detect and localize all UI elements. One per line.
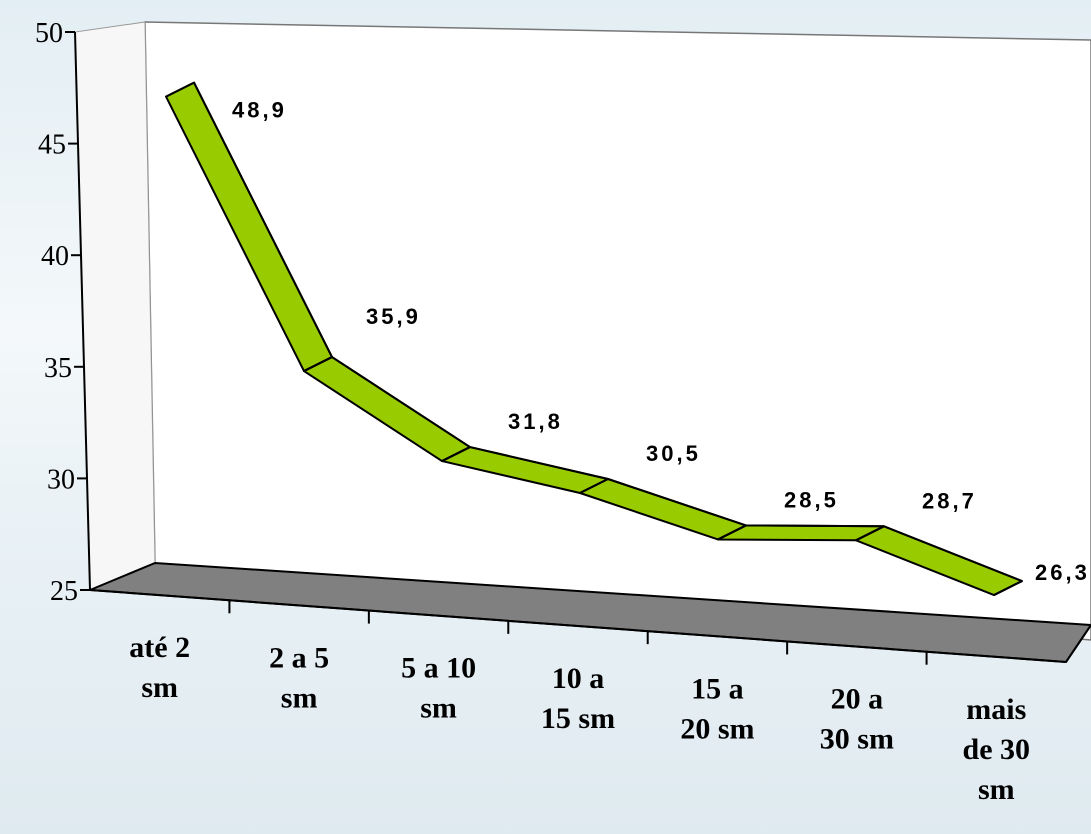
x-category-label: 5 a 10 xyxy=(401,652,476,685)
x-category-label: 10 a xyxy=(552,662,605,695)
series-point xyxy=(855,525,885,542)
x-category-label: mais xyxy=(966,693,1026,726)
x-category-label: sm xyxy=(141,671,178,704)
series-point xyxy=(717,524,747,541)
data-label: 35,9 xyxy=(366,304,421,329)
x-axis-line xyxy=(89,589,1067,663)
data-label: 31,8 xyxy=(508,409,563,434)
y-tick-label: 50 xyxy=(35,18,63,49)
series-point xyxy=(993,580,1023,596)
series-segment-edge xyxy=(607,478,747,527)
x-category-label: até 2 xyxy=(129,631,190,664)
series-segment-edge xyxy=(745,524,885,528)
y-tick-label: 25 xyxy=(50,576,78,607)
x-category-label: 20 a xyxy=(831,683,884,716)
series-segment-edge xyxy=(883,525,1023,582)
series-point xyxy=(441,446,471,462)
x-category-label: 15 a xyxy=(691,672,744,705)
x-category-label: sm xyxy=(420,692,457,725)
series-point xyxy=(579,478,609,494)
series-segment-edge xyxy=(469,446,609,480)
x-category-label: 20 sm xyxy=(680,712,754,745)
data-label: 28,7 xyxy=(922,488,977,513)
data-label: 48,9 xyxy=(232,98,287,123)
floor-right-edge xyxy=(1065,624,1091,663)
data-label: 30,5 xyxy=(646,441,701,466)
series-point xyxy=(165,81,195,98)
x-category-label: 15 sm xyxy=(541,702,615,735)
y-tick-label: 35 xyxy=(44,353,72,384)
x-category-label: de 30 xyxy=(963,733,1031,766)
data-label: 28,5 xyxy=(784,487,839,512)
x-category-label: sm xyxy=(281,681,318,714)
series-point xyxy=(303,356,333,372)
y-tick-label: 40 xyxy=(41,241,69,272)
x-category-label: sm xyxy=(978,773,1015,806)
series-segment-edge xyxy=(193,82,333,358)
data-label: 26,3 xyxy=(1035,560,1090,585)
series-segment-edge xyxy=(331,356,471,448)
y-tick-label: 45 xyxy=(38,130,66,161)
x-category-label: 30 sm xyxy=(820,723,894,756)
y-axis-line xyxy=(74,31,91,591)
y-tick-label: 30 xyxy=(47,464,75,495)
x-category-label: 2 a 5 xyxy=(269,641,329,674)
